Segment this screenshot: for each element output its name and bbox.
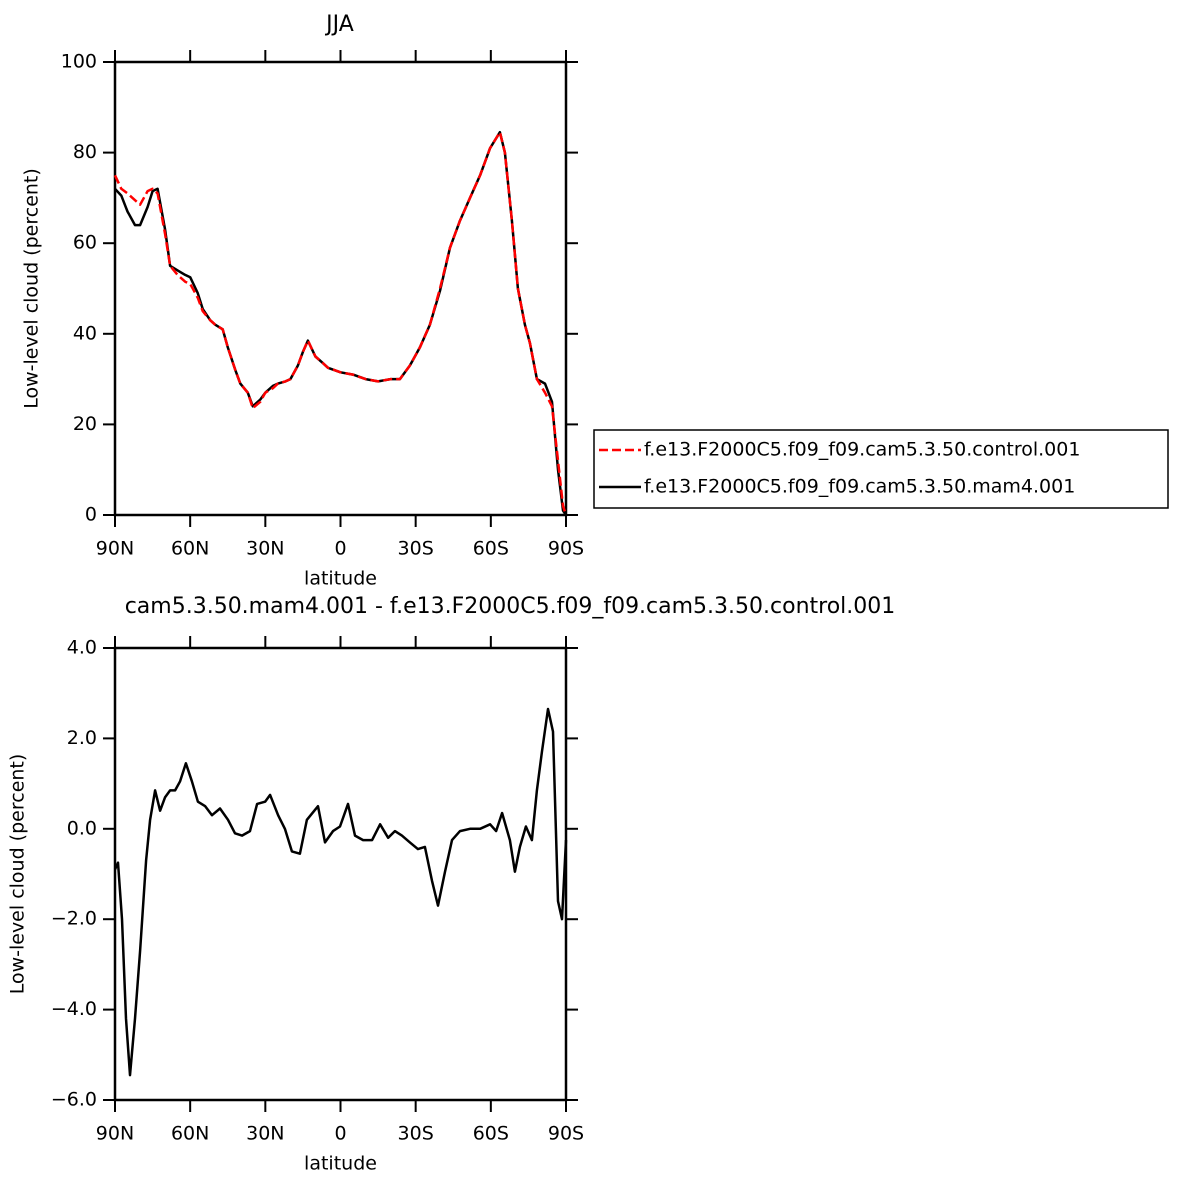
y-tick-label: −4.0 [51,998,97,1020]
x-tick-label: 60N [171,538,209,560]
y-tick-label: 0 [85,504,97,526]
plot-frame [113,646,568,1102]
x-tick-label: 90N [96,538,134,560]
x-axis-label: latitude [304,1153,377,1175]
y-tick-label: 40 [73,322,97,344]
x-tick-label: 60S [473,1123,509,1145]
x-tick-label: 30S [398,1123,434,1145]
x-tick-label: 30N [246,1123,284,1145]
y-tick-label: 2.0 [67,727,97,749]
legend-label: f.e13.F2000C5.f09_f09.cam5.3.50.control.… [644,439,1080,461]
x-tick-label: 90N [96,1123,134,1145]
chart-title: cam5.3.50.mam4.001 - f.e13.F2000C5.f09_f… [125,594,896,619]
y-tick-label: −2.0 [51,908,97,930]
x-tick-label: 90S [548,1123,584,1145]
y-tick-label: 4.0 [67,637,97,659]
x-axis-label: latitude [304,568,377,590]
y-tick-label: 100 [61,51,97,73]
x-tick-label: 90S [548,538,584,560]
x-tick-label: 60N [171,1123,209,1145]
x-tick-label: 30S [398,538,434,560]
x-tick-label: 30N [246,538,284,560]
plot-frame [113,60,568,517]
chart-title: JJA [324,12,354,37]
y-axis-label: Low-level cloud (percent) [21,168,43,409]
y-tick-label: −6.0 [51,1089,97,1111]
y-tick-label: 0.0 [67,817,97,839]
data-line [113,707,568,1077]
legend-label: f.e13.F2000C5.f09_f09.cam5.3.50.mam4.001 [644,476,1075,498]
y-tick-label: 60 [73,232,97,254]
x-tick-label: 0 [334,1123,346,1145]
y-tick-label: 20 [73,413,97,435]
legend-box [593,429,1169,509]
y-tick-label: 80 [73,141,97,163]
data-line [114,130,568,516]
x-tick-label: 0 [334,538,346,560]
x-tick-label: 60S [473,538,509,560]
y-axis-label: Low-level cloud (percent) [7,754,29,995]
data-line [113,130,568,516]
